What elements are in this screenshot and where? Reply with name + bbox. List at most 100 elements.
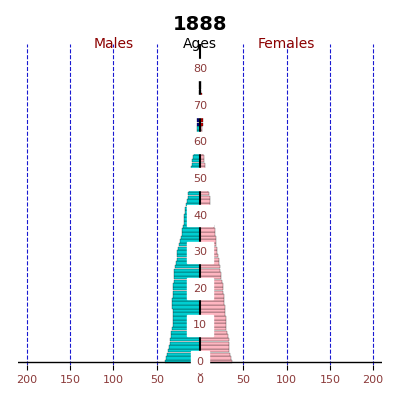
Bar <box>200 338 228 342</box>
Bar <box>192 163 200 166</box>
Bar <box>179 243 200 246</box>
Bar <box>200 268 220 272</box>
Bar <box>200 312 225 316</box>
Text: 20: 20 <box>193 284 207 294</box>
Bar <box>198 104 200 108</box>
Bar <box>200 294 224 298</box>
Bar <box>200 112 204 115</box>
Bar <box>183 225 200 228</box>
Bar <box>200 97 202 100</box>
Bar <box>200 177 207 181</box>
Bar <box>200 174 206 177</box>
Bar <box>178 250 200 254</box>
Bar <box>200 287 223 290</box>
Bar <box>200 283 222 287</box>
Bar <box>184 218 200 221</box>
Bar <box>166 356 200 360</box>
Bar <box>200 221 213 224</box>
Bar <box>200 236 216 239</box>
Bar <box>200 225 214 228</box>
Bar <box>198 119 200 122</box>
Bar <box>200 148 204 152</box>
Bar <box>200 261 219 265</box>
Text: 0: 0 <box>196 367 204 377</box>
Bar <box>172 302 200 305</box>
Bar <box>198 100 200 104</box>
Bar <box>200 290 223 294</box>
Bar <box>200 345 230 349</box>
Bar <box>200 320 226 323</box>
Bar <box>199 75 200 78</box>
Bar <box>190 184 200 188</box>
Bar <box>199 82 200 86</box>
Bar <box>200 352 230 356</box>
Bar <box>172 305 200 308</box>
Bar <box>195 141 200 144</box>
Bar <box>173 283 200 287</box>
Bar <box>168 349 200 352</box>
Bar <box>200 203 210 206</box>
Bar <box>200 302 224 305</box>
Bar <box>200 243 216 246</box>
Bar <box>200 181 207 184</box>
Bar <box>200 272 221 276</box>
Bar <box>174 268 200 272</box>
Bar <box>173 290 200 294</box>
Bar <box>188 196 200 199</box>
Bar <box>200 210 211 214</box>
Bar <box>196 134 200 137</box>
Text: 30: 30 <box>193 247 207 257</box>
Bar <box>200 192 209 195</box>
Bar <box>173 316 200 320</box>
Text: Ages: Ages <box>183 37 217 51</box>
Text: 50: 50 <box>193 174 207 184</box>
Text: Males: Males <box>93 37 134 51</box>
Bar <box>200 134 202 137</box>
Bar <box>198 108 200 111</box>
Bar <box>173 309 200 312</box>
Bar <box>173 294 200 298</box>
Bar <box>200 309 225 312</box>
Bar <box>200 100 202 104</box>
Bar <box>198 112 200 115</box>
Bar <box>194 152 200 155</box>
Bar <box>199 90 200 93</box>
Bar <box>200 276 221 279</box>
Bar <box>186 203 200 206</box>
Bar <box>200 170 206 174</box>
Bar <box>200 144 204 148</box>
Bar <box>178 247 200 250</box>
Bar <box>199 97 200 100</box>
Bar <box>173 323 200 327</box>
Bar <box>200 254 218 258</box>
Bar <box>200 188 208 192</box>
Bar <box>200 258 219 261</box>
Bar <box>185 210 200 214</box>
Bar <box>200 122 204 126</box>
Bar <box>200 331 227 334</box>
Bar <box>182 232 200 236</box>
Bar <box>199 79 200 82</box>
Bar <box>200 184 208 188</box>
Bar <box>199 93 200 97</box>
Bar <box>200 327 226 330</box>
Bar <box>200 90 201 93</box>
Bar <box>189 188 200 192</box>
Bar <box>199 86 200 90</box>
Bar <box>200 214 212 217</box>
Bar <box>172 298 200 301</box>
Bar <box>200 247 217 250</box>
Bar <box>200 316 226 320</box>
Bar <box>176 261 200 265</box>
Bar <box>170 342 200 345</box>
Bar <box>200 323 226 327</box>
Bar <box>173 287 200 290</box>
Bar <box>174 280 200 283</box>
Text: Females: Females <box>258 37 315 51</box>
Bar <box>172 327 200 330</box>
Bar <box>200 126 202 130</box>
Bar <box>200 115 204 119</box>
Bar <box>196 126 200 130</box>
Bar <box>191 166 200 170</box>
Bar <box>172 331 200 334</box>
